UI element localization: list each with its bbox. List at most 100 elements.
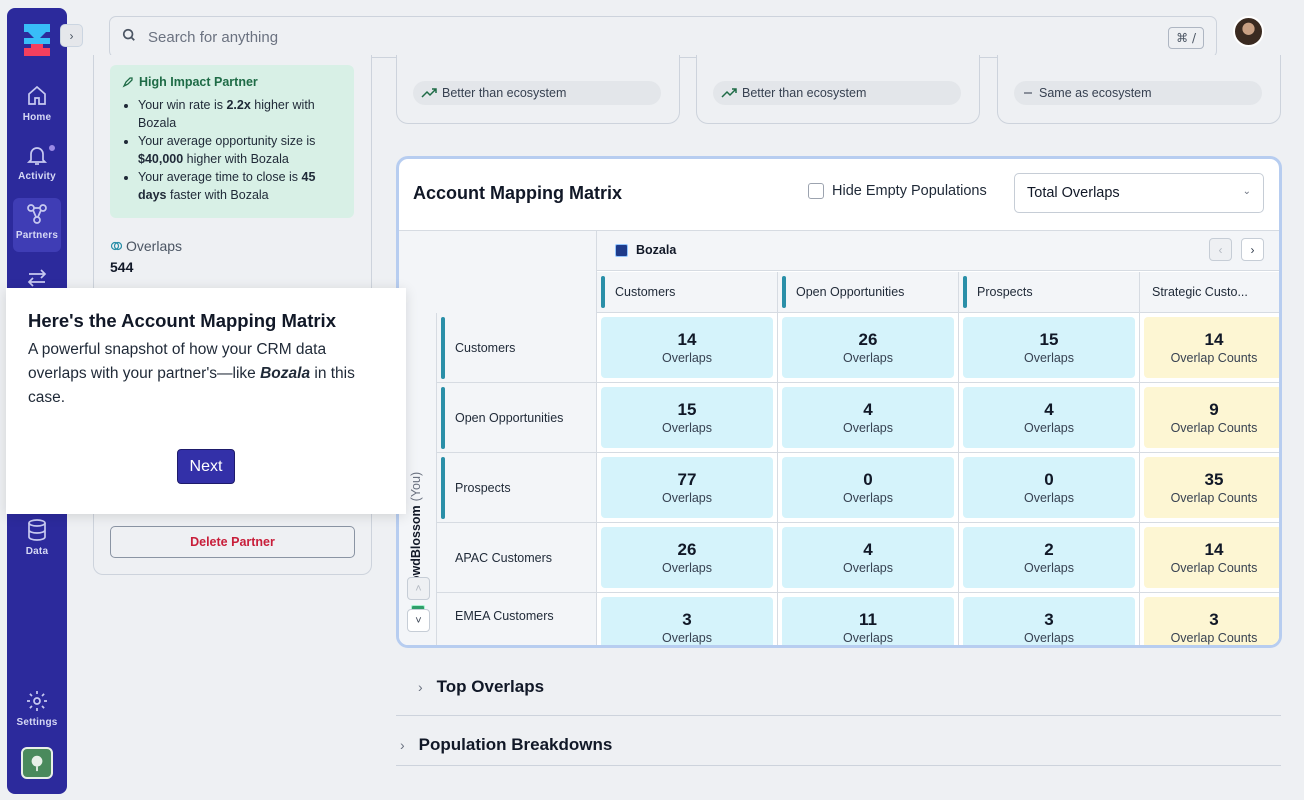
- impact-text: higher with Bozala: [138, 98, 315, 130]
- bell-icon: [26, 147, 48, 165]
- overlap-count: 2: [1044, 540, 1054, 559]
- avatar[interactable]: [1233, 16, 1264, 47]
- column-label: Open Opportunities: [796, 285, 905, 299]
- stat-card: Better than ecosystem: [696, 55, 980, 124]
- row-header: EMEA Customers: [437, 593, 597, 645]
- hide-empty-checkbox[interactable]: [808, 183, 824, 199]
- impact-title-text: High Impact Partner: [139, 75, 258, 89]
- impact-value: 45 days: [138, 170, 316, 202]
- nav-transfer[interactable]: [13, 262, 61, 316]
- next-column-button[interactable]: ›: [1241, 238, 1264, 261]
- row-header: Open Opportunities: [437, 383, 597, 453]
- matrix-cell[interactable]: 14 Overlaps: [597, 313, 778, 383]
- matrix-cell[interactable]: 77 Overlaps: [597, 453, 778, 523]
- overlap-count: 3: [1209, 610, 1219, 629]
- matrix-corner: [399, 231, 597, 313]
- app-logo[interactable]: [24, 24, 50, 56]
- prev-column-button[interactable]: ‹: [1209, 238, 1232, 261]
- row-accent: [441, 457, 445, 519]
- column-header: Strategic Custo...: [1140, 272, 1279, 313]
- tooltip-title: Here's the Account Mapping Matrix: [28, 310, 336, 331]
- hide-empty-toggle[interactable]: Hide Empty Populations: [808, 183, 987, 199]
- impact-value: 2.2x: [226, 98, 251, 112]
- matrix-cell[interactable]: 26 Overlaps: [597, 523, 778, 593]
- overlap-count: 26: [677, 540, 697, 559]
- matrix-cell-content: 14 Overlap Counts: [1144, 527, 1279, 588]
- matrix-cell[interactable]: 3 Overlap Counts: [1140, 593, 1279, 645]
- overlaps-value: 544: [110, 259, 134, 275]
- tooltip-text: A powerful snapshot of how your CRM data…: [28, 341, 327, 382]
- population-breakdowns-accordion[interactable]: › Population Breakdowns: [396, 724, 1281, 766]
- matrix-cell-content: 15 Overlaps: [601, 387, 773, 448]
- overlap-label: Overlaps: [661, 421, 713, 435]
- delete-partner-button[interactable]: Delete Partner: [110, 526, 355, 558]
- expand-sidebar-button[interactable]: ›: [60, 24, 83, 47]
- impact-text: Your average time to close is: [138, 170, 302, 184]
- overlap-type-select[interactable]: Total Overlaps ⌄: [1014, 173, 1264, 213]
- matrix-cell-content: 2 Overlaps: [963, 527, 1135, 588]
- stat-card: Same as ecosystem: [997, 55, 1281, 124]
- matrix-cell-content: 26 Overlaps: [782, 317, 954, 378]
- dash-icon: [1024, 92, 1032, 94]
- matrix-cell[interactable]: 0 Overlaps: [778, 453, 959, 523]
- matrix-cell-content: 77 Overlaps: [601, 457, 773, 518]
- accordion-title: Population Breakdowns: [418, 734, 613, 754]
- row-accent: [441, 317, 445, 379]
- matrix-cell[interactable]: 4 Overlaps: [778, 523, 959, 593]
- divider: [399, 230, 1279, 231]
- overlap-label: Overlaps: [1023, 561, 1075, 575]
- matrix-cell[interactable]: 9 Overlap Counts: [1140, 383, 1279, 453]
- overlap-count: 14: [1204, 330, 1224, 349]
- overlap-count: 4: [863, 540, 873, 559]
- nav-data[interactable]: Data: [13, 514, 61, 568]
- overlap-count: 15: [1039, 330, 1059, 349]
- nav-partners[interactable]: Partners: [13, 198, 61, 252]
- org-badge[interactable]: [21, 747, 53, 779]
- search-bar[interactable]: ⌘ /: [109, 16, 1217, 58]
- scroll-up-button[interactable]: ˄: [407, 577, 430, 600]
- matrix-cell[interactable]: 15 Overlaps: [959, 313, 1140, 383]
- top-overlaps-accordion[interactable]: › Top Overlaps: [396, 658, 1281, 716]
- nav-home[interactable]: Home: [13, 80, 61, 134]
- row-label: Customers: [455, 340, 516, 355]
- overlap-label: Overlaps: [842, 351, 894, 365]
- matrix-cell[interactable]: 3 Overlaps: [959, 593, 1140, 645]
- column-accent: [963, 276, 967, 308]
- matrix-cell[interactable]: 14 Overlap Counts: [1140, 313, 1279, 383]
- overlap-label: Overlaps: [842, 561, 894, 575]
- overlap-count: 9: [1209, 400, 1219, 419]
- overlap-label: Overlaps: [1023, 491, 1075, 505]
- column-header: Customers: [597, 272, 778, 313]
- matrix-cell-content: 4 Overlaps: [782, 527, 954, 588]
- next-button[interactable]: Next: [177, 449, 235, 484]
- matrix-cell[interactable]: 2 Overlaps: [959, 523, 1140, 593]
- partners-icon: [27, 204, 47, 224]
- nav-settings[interactable]: Settings: [13, 685, 61, 739]
- matrix-cell[interactable]: 4 Overlaps: [959, 383, 1140, 453]
- search-input[interactable]: [148, 28, 1048, 46]
- tooltip-text: in this case.: [28, 365, 355, 406]
- matrix-cell[interactable]: 14 Overlap Counts: [1140, 523, 1279, 593]
- matrix-cell-content: 14 Overlap Counts: [1144, 317, 1279, 378]
- scroll-down-button[interactable]: ˅: [407, 609, 430, 632]
- matrix-cell[interactable]: 11 Overlaps: [778, 593, 959, 645]
- matrix-cell[interactable]: 0 Overlaps: [959, 453, 1140, 523]
- matrix-cell[interactable]: 15 Overlaps: [597, 383, 778, 453]
- tooltip-partner: Bozala: [260, 365, 311, 382]
- matrix-cell[interactable]: 35 Overlap Counts: [1140, 453, 1279, 523]
- trend-badge: Same as ecosystem: [1014, 81, 1262, 105]
- matrix-cell[interactable]: 3 Overlaps: [597, 593, 778, 645]
- chevron-left-icon: ‹: [1218, 242, 1223, 257]
- accordion-title: Top Overlaps: [436, 676, 545, 696]
- matrix-cell[interactable]: 26 Overlaps: [778, 313, 959, 383]
- home-icon: [28, 85, 46, 105]
- overlap-label: Overlap Counts: [1170, 561, 1258, 575]
- chevron-down-icon: ⌄: [1242, 186, 1251, 197]
- matrix-cell[interactable]: 4 Overlaps: [778, 383, 959, 453]
- overlaps-label: Overlaps: [110, 238, 182, 254]
- overlap-count: 26: [858, 330, 878, 349]
- trend-up-icon: [721, 88, 737, 98]
- overlap-label: Overlaps: [1023, 421, 1075, 435]
- row-label: Open Opportunities: [455, 410, 564, 425]
- nav-activity[interactable]: Activity: [13, 139, 61, 193]
